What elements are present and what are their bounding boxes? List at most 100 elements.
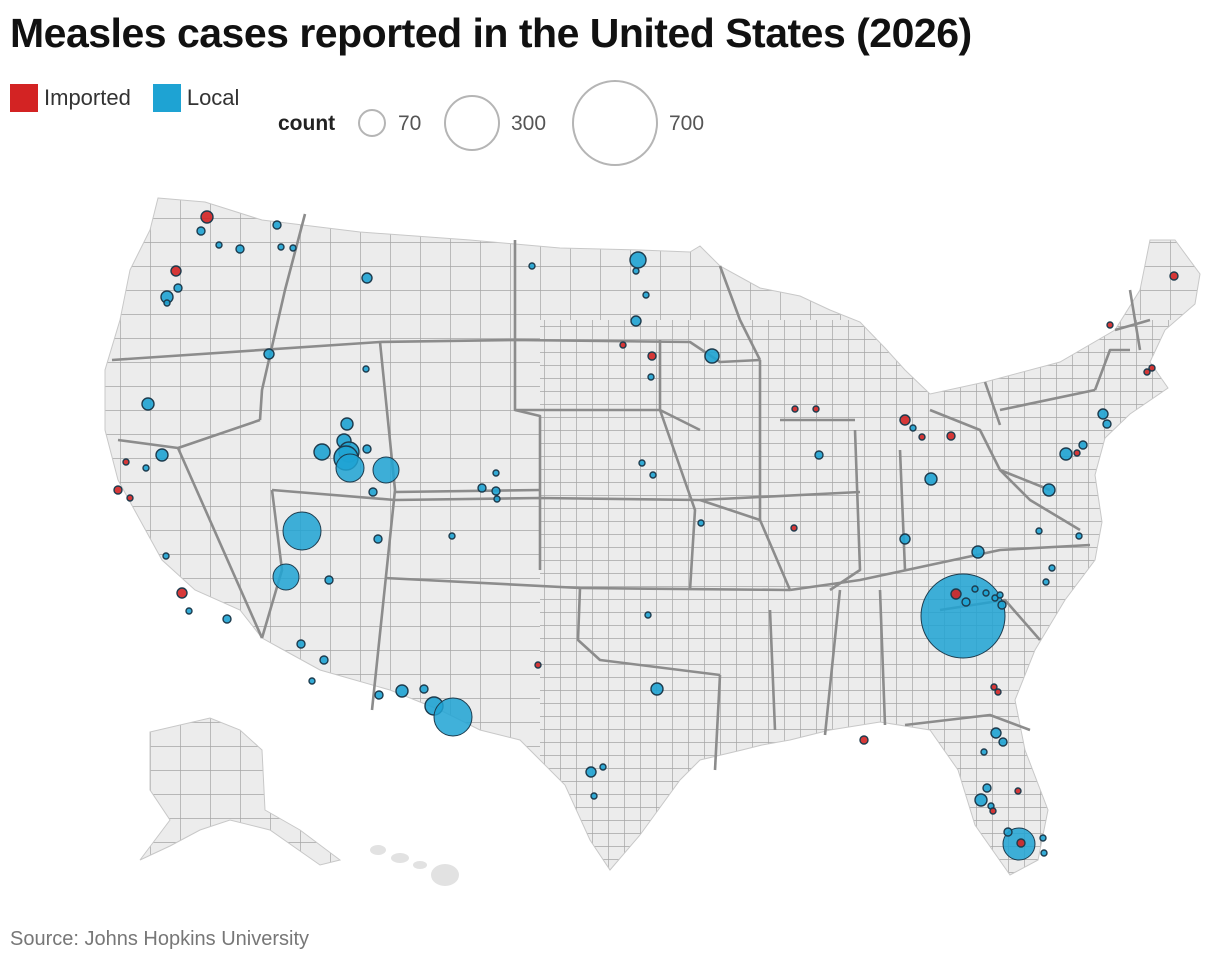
local-case-bubble (1059, 447, 1073, 461)
local-case-bubble (998, 737, 1008, 747)
imported-case-bubble (1148, 364, 1156, 372)
local-case-bubble (599, 763, 607, 771)
local-case-bubble (222, 614, 232, 624)
local-case-bubble (492, 469, 500, 477)
imported-case-bubble (989, 807, 997, 815)
local-case-bubble (141, 397, 155, 411)
imported-case-bubble (950, 588, 962, 600)
imported-case-bubble (994, 688, 1002, 696)
local-case-bubble (196, 226, 206, 236)
chart-title: Measles cases reported in the United Sta… (10, 10, 972, 56)
local-case-bubble (362, 444, 372, 454)
legend-label-imported: Imported (44, 85, 131, 110)
local-case-bubble (142, 464, 150, 472)
local-case-bubble (982, 783, 992, 793)
local-case-bubble (374, 690, 384, 700)
local-case-bubble (361, 272, 373, 284)
local-case-bubble (899, 533, 911, 545)
size-legend-circles (358, 80, 658, 166)
local-case-bubble (630, 315, 642, 327)
imported-case-bubble (1169, 271, 1179, 281)
imported-case-bubble (918, 433, 926, 441)
local-case-bubble (1048, 564, 1056, 572)
case-bubbles (113, 210, 1179, 861)
local-case-bubble (493, 495, 501, 503)
local-case-bubble (920, 573, 1006, 659)
legend-item-imported: Imported (10, 84, 131, 112)
size-legend-title: count (278, 112, 336, 135)
local-case-bubble (1102, 419, 1112, 429)
local-case-bubble (590, 792, 598, 800)
local-case-bubble (277, 243, 285, 251)
local-case-bubble (313, 443, 331, 461)
local-case-bubble (395, 684, 409, 698)
local-case-bubble (697, 519, 705, 527)
local-case-bubble (1075, 532, 1083, 540)
local-case-bubble (491, 486, 501, 496)
local-case-bubble (585, 766, 597, 778)
local-case-bubble (362, 365, 370, 373)
local-case-bubble (272, 220, 282, 230)
imported-case-bubble (647, 351, 657, 361)
local-case-bubble (308, 677, 316, 685)
imported-case-bubble (812, 405, 820, 413)
local-case-bubble (235, 244, 245, 254)
imported-case-bubble (534, 661, 542, 669)
local-case-bubble (215, 241, 223, 249)
imported-case-bubble (122, 458, 130, 466)
local-case-bubble (372, 456, 400, 484)
imported-case-bubble (1106, 321, 1114, 329)
imported-case-bubble (790, 524, 798, 532)
local-case-bubble (909, 424, 917, 432)
size-circle-300 (444, 95, 500, 151)
local-case-bubble (974, 793, 988, 807)
us-map (104, 197, 1201, 886)
imported-case-bubble (791, 405, 799, 413)
imported-case-bubble (1014, 787, 1022, 795)
imported-case-bubble (619, 341, 627, 349)
local-case-bubble (961, 597, 971, 607)
local-case-bubble (272, 563, 300, 591)
imported-case-bubble (176, 587, 188, 599)
size-legend: count 70 300 700 (278, 76, 738, 172)
local-case-bubble (644, 611, 652, 619)
local-case-bubble (990, 727, 1002, 739)
local-case-bubble (263, 348, 275, 360)
local-case-bubble (642, 291, 650, 299)
local-case-bubble (296, 639, 306, 649)
local-case-bubble (996, 591, 1004, 599)
local-case-bubble (1003, 827, 1013, 837)
imported-case-bubble (990, 683, 998, 691)
size-circle-700 (572, 80, 658, 166)
local-case-bubble (448, 532, 456, 540)
local-case-bubble (319, 655, 329, 665)
local-case-bubble (1042, 578, 1050, 586)
category-legend: Imported Local (10, 84, 239, 112)
legend-item-local: Local (152, 84, 240, 112)
imported-case-bubble (946, 431, 956, 441)
local-case-bubble (632, 267, 640, 275)
local-case-bubble (1035, 527, 1043, 535)
local-case-bubble (1040, 849, 1048, 857)
imported-case-bubble (1016, 838, 1026, 848)
local-case-bubble (1042, 483, 1056, 497)
imported-case-bubble (170, 265, 182, 277)
state-borders (111, 213, 1151, 771)
local-case-bubble (971, 545, 985, 559)
local-case-bubble (155, 448, 169, 462)
imported-case-bubble (859, 735, 869, 745)
imported-case-bubble (899, 414, 911, 426)
local-case-bubble (419, 684, 429, 694)
local-case-bubble (282, 511, 322, 551)
local-case-bubble (477, 483, 487, 493)
local-case-bubble (814, 450, 824, 460)
size-circle-70 (358, 109, 386, 137)
source-note: Source: Johns Hopkins University (10, 928, 310, 950)
local-case-bubble (971, 585, 979, 593)
alaska (139, 717, 342, 866)
legend-label-local: Local (186, 85, 240, 110)
local-case-bubble (638, 459, 646, 467)
local-case-bubble (997, 600, 1007, 610)
local-case-bubble (650, 682, 664, 696)
local-case-bubble (649, 471, 657, 479)
